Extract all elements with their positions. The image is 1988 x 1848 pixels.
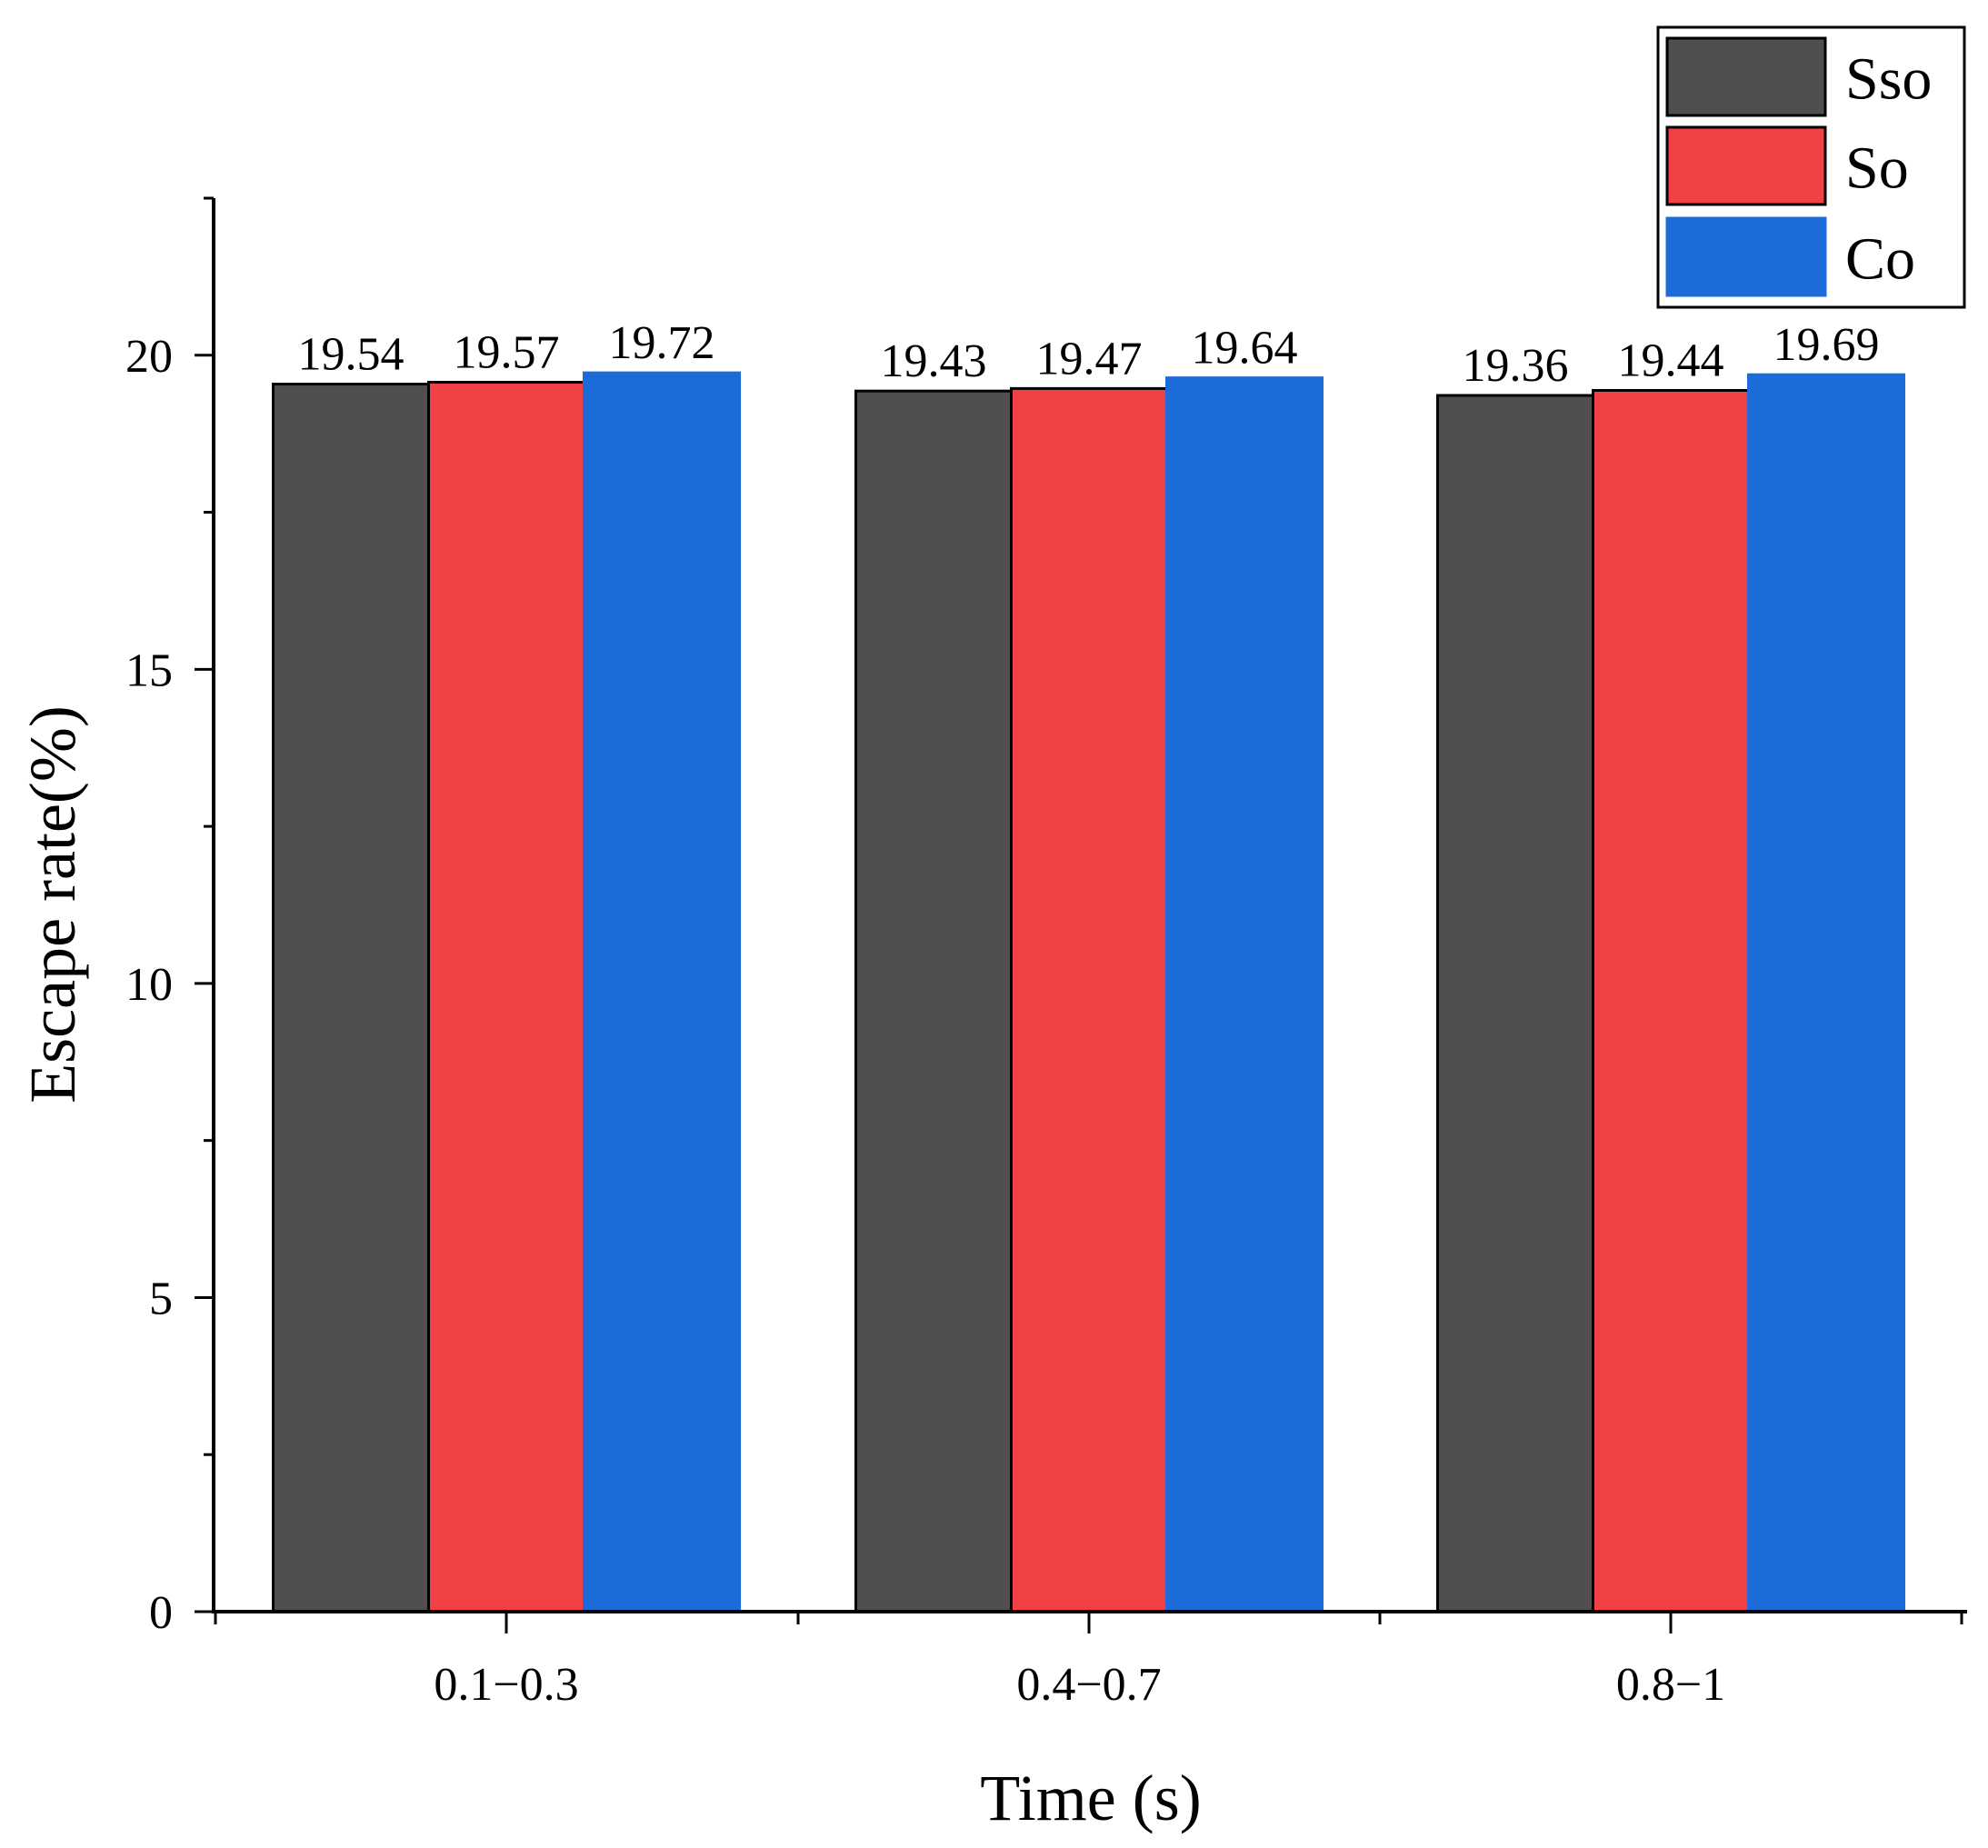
legend-swatch-so [1665,125,1827,206]
bar-so-2 [1010,386,1168,1613]
data-label-sso-1: 19.54 [298,329,405,381]
data-label-so-1: 19.57 [454,326,560,378]
bar-so-3 [1592,388,1750,1613]
legend-label-so: So [1845,135,1909,202]
bar-so-1 [427,380,585,1613]
legend-label-sso: Sso [1845,46,1932,113]
data-label-co-2: 19.64 [1192,323,1298,375]
bar-co-2 [1165,376,1324,1613]
bar-sso-3 [1436,394,1594,1613]
legend: Sso So Co [1656,25,1966,309]
bar-co-1 [583,371,741,1613]
legend-swatch-sso [1665,36,1827,117]
x-tick-label: 0.8−1 [1616,1659,1725,1711]
y-axis-title: Escape rate(%) [16,705,89,1104]
labels-layer: 19.54 19.57 19.72 19.43 19.47 19.64 19.36 19.44… [125,317,1880,1711]
y-tick-label: 15 [125,644,173,696]
y-tick-label: 0 [149,1587,173,1639]
data-label-so-3: 19.44 [1618,335,1724,386]
ticks-layer [195,196,1963,1633]
x-tick-label: 0.1−0.3 [434,1659,578,1711]
legend-swatch-co [1665,216,1827,297]
legend-label-co: Co [1845,226,1915,293]
bar-co-3 [1747,373,1905,1613]
data-label-co-1: 19.72 [609,317,715,369]
data-label-sso-2: 19.43 [881,335,987,387]
data-label-so-2: 19.47 [1036,333,1143,385]
data-label-sso-3: 19.36 [1463,340,1569,392]
x-tick-label: 0.4−0.7 [1016,1659,1161,1711]
bar-sso-1 [272,383,430,1613]
x-axis-title: Time (s) [980,1762,1201,1834]
data-label-co-3: 19.69 [1773,319,1880,371]
bars-layer [272,371,1905,1613]
y-tick-label: 5 [149,1273,173,1324]
bar-sso-2 [854,389,1013,1613]
y-tick-label: 10 [125,959,173,1011]
y-tick-label: 20 [125,331,173,383]
